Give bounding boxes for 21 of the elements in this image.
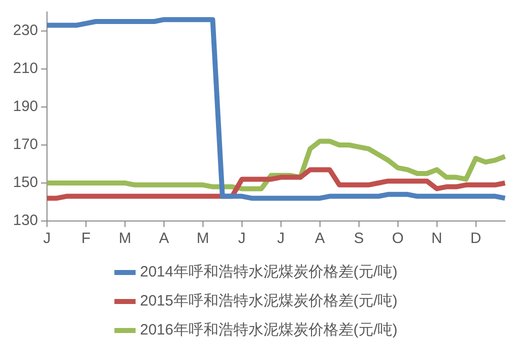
y-tick-label: 230	[12, 22, 38, 40]
y-tick-label: 170	[12, 136, 38, 154]
x-tick-label: M	[118, 230, 132, 248]
x-tick-label: J	[43, 230, 51, 248]
x-tick-label: O	[392, 230, 404, 248]
x-tick-label: S	[354, 230, 364, 248]
y-tick-label: 150	[12, 174, 38, 192]
x-tick-label: J	[238, 230, 246, 248]
y-tick-label: 190	[12, 98, 38, 116]
x-tick-label: M	[196, 230, 210, 248]
x-tick-label: F	[81, 230, 91, 248]
legend-label: 2016年呼和浩特水泥煤炭价格差(元/吨)	[140, 322, 398, 339]
legend-label: 2014年呼和浩特水泥煤炭价格差(元/吨)	[140, 264, 398, 281]
x-tick-label: D	[470, 230, 482, 248]
x-tick-label: A	[158, 230, 169, 248]
x-tick-label: A	[314, 230, 325, 248]
x-tick-label: N	[431, 230, 442, 248]
legend-label: 2015年呼和浩特水泥煤炭价格差(元/吨)	[140, 292, 398, 310]
y-tick-label: 130	[12, 212, 38, 230]
x-tick-label: J	[277, 230, 285, 248]
y-tick-label: 210	[12, 60, 38, 78]
